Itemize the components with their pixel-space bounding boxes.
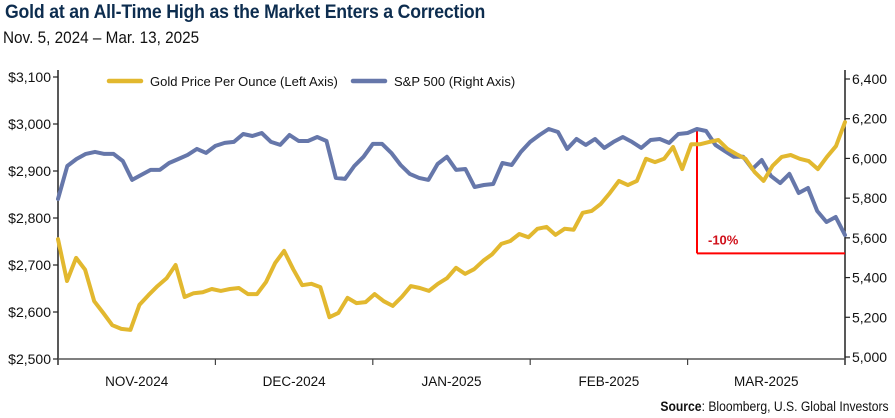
right-tick-label: 5,000 (852, 349, 887, 365)
source-label: Source (660, 399, 702, 414)
legend-gold-label: Gold Price Per Ounce (Left Axis) (150, 74, 338, 89)
sp500-line (56, 127, 847, 238)
source-text: : Bloomberg, U.S. Global Investors (701, 399, 889, 414)
source-note: Source: Bloomberg, U.S. Global Investors (661, 399, 889, 414)
left-tick-label: $2,600 (8, 304, 51, 320)
x-tick-label: NOV-2024 (105, 374, 169, 389)
legend-sp500-label: S&P 500 (Right Axis) (394, 74, 515, 89)
right-tick-label: 5,600 (852, 230, 887, 246)
correction-annotation: -10% (696, 129, 845, 255)
left-axis: $2,500 $2,600 $2,700 $2,800 $2,900 $3,000 $3,1… (8, 69, 59, 367)
left-tick-label: $3,000 (8, 116, 51, 132)
right-tick-label: 6,200 (852, 111, 887, 127)
left-tick-label: $2,700 (8, 257, 51, 273)
x-tick-label: MAR-2025 (734, 374, 799, 389)
right-tick-label: 5,200 (852, 309, 887, 325)
right-tick-label: 6,400 (852, 71, 887, 87)
right-tick-label: 6,000 (852, 150, 887, 166)
x-tick-label: DEC-2024 (263, 374, 327, 389)
x-tick-label: JAN-2025 (421, 374, 481, 389)
x-tick-label: FEB-2025 (579, 374, 640, 389)
series-lines (56, 120, 847, 332)
right-tick-label: 5,400 (852, 270, 887, 286)
right-tick-label: 5,800 (852, 190, 887, 206)
x-axis: NOV-2024 DEC-2024 JAN-2025 FEB-2025 MAR-2025 (57, 358, 846, 389)
gold-price-line (56, 120, 847, 332)
chart-subtitle: Nov. 5, 2024 – Mar. 13, 2025 (3, 28, 200, 47)
left-tick-label: $2,800 (8, 210, 51, 226)
left-tick-label: $2,500 (8, 351, 51, 367)
chart-title: Gold at an All-Time High as the Market E… (5, 2, 486, 23)
right-axis: 5,000 5,200 5,400 5,600 5,800 6,000 6,200 6,400 (844, 70, 887, 365)
annotation-label: -10% (708, 232, 739, 247)
left-tick-label: $3,100 (8, 69, 51, 85)
left-tick-label: $2,900 (8, 163, 51, 179)
legend: Gold Price Per Ounce (Left Axis) S&P 500 … (106, 74, 515, 89)
